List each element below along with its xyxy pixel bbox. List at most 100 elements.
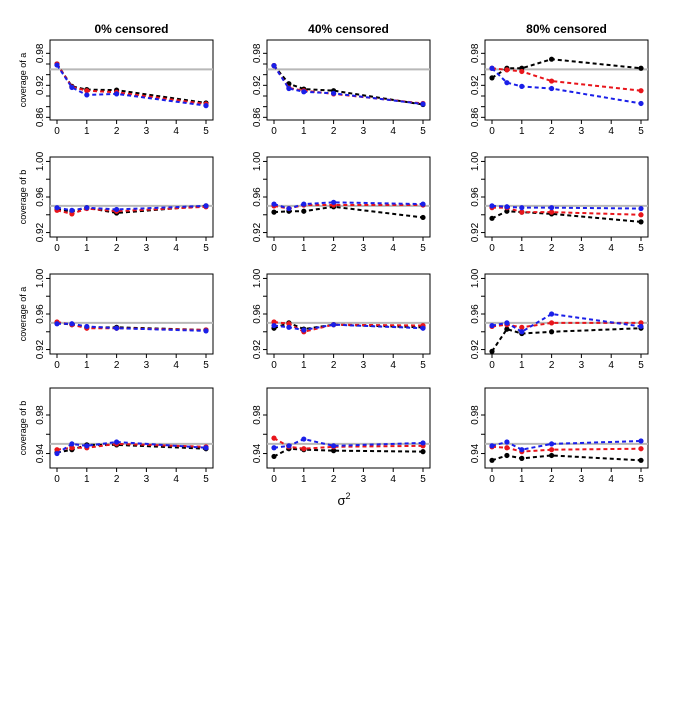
data-point-red [638,446,644,452]
data-point-blue [504,204,510,210]
x-tick-label: 1 [301,243,307,254]
x-tick-label: 0 [54,474,60,485]
x-tick-label: 4 [608,243,614,254]
series-line-blue [491,312,642,333]
data-point-black [638,219,644,225]
x-tick-label: 5 [638,243,644,254]
x-tick-label: 1 [84,360,90,371]
x-tick-label: 4 [390,126,396,137]
y-tick-label: 0.92 [470,75,481,95]
y-tick-label: 0.92 [252,222,263,242]
x-tick-label: 2 [549,126,555,137]
data-point-blue [286,443,292,449]
x-tick-label: 3 [579,126,585,137]
data-point-blue [286,205,292,212]
data-point-red [638,320,644,326]
data-point-blue [519,83,525,89]
data-point-red [286,321,292,327]
data-point-red [54,447,60,453]
data-point-blue [84,443,90,449]
panel-r3-c3: 0 1 2 3 4 5 0.92 0.96 1.00 [470,268,649,371]
data-point-blue [301,201,307,207]
data-point-blue [489,65,495,71]
panel-frame [266,273,431,355]
x-tick-label: 0 [489,474,495,485]
panel-frame [484,387,649,469]
series-line-red [273,437,424,450]
data-point-blue [271,201,277,207]
data-point-black [504,326,510,332]
series-line-red [56,205,207,215]
data-point-blue [286,324,292,330]
series-line-black [273,64,424,106]
x-tick-label: 2 [114,474,120,485]
panel-r3-c2: 0 1 2 3 4 5 0.92 0.96 1.00 [252,268,431,371]
x-tick-label: 4 [608,474,614,485]
series-line-black [491,58,642,79]
y-tick-label: 0.96 [35,187,46,207]
data-point-black [549,56,555,62]
y-tick-label: 0.86 [35,107,46,127]
y-tick-label: 0.94 [470,443,481,463]
x-tick-label: 1 [84,474,90,485]
panel-frame [484,156,649,238]
panels-group: 0% censored 40% censored 80% censored 0 1 2 3 4… [18,22,649,485]
x-tick-label: 2 [549,474,555,485]
data-point-blue [549,205,555,211]
series-line-black [273,205,424,219]
x-tick-label: 1 [301,474,307,485]
y-tick-label: 0.96 [252,187,263,207]
x-tick-label: 0 [489,360,495,371]
x-tick-label: 5 [203,360,209,371]
series-line-blue [273,65,424,105]
x-tick-label: 5 [420,474,426,485]
x-tick-label: 2 [549,243,555,254]
panel-r3-c1: 0 1 2 3 4 5 0.92 0.96 1.00 coverage of a [18,268,214,371]
y-tick-label: 0.96 [470,304,481,324]
panel-frame [266,156,431,238]
series-line-red [491,67,642,92]
x-tick-label: 1 [519,360,525,371]
x-tick-label: 3 [579,243,585,254]
panel-frame [484,273,649,355]
data-point-blue [489,322,495,329]
data-point-blue [69,441,75,447]
y-tick-label: 0.92 [470,222,481,242]
x-tick-label: 0 [54,360,60,371]
data-point-blue [519,205,525,211]
x-tick-label: 5 [420,243,426,254]
y-tick-label: 0.96 [470,187,481,207]
y-tick-label: 0.98 [35,43,46,63]
data-point-red [638,212,644,218]
x-tick-label: 2 [331,243,337,254]
data-point-red [638,88,644,94]
data-point-red [69,211,75,217]
y-axis-label: coverage of b [18,401,28,456]
x-tick-label: 5 [420,360,426,371]
y-axis-label: coverage of b [18,170,28,225]
panel-r4-c1: 0 1 2 3 4 5 0.94 0.98 coverage of b [18,387,214,485]
x-tick-label: 1 [301,360,307,371]
x-tick-label: 3 [144,360,150,371]
x-tick-label: 5 [203,474,209,485]
x-tick-label: 0 [489,126,495,137]
x-tick-label: 5 [638,126,644,137]
data-point-blue [638,323,644,330]
panel-r1-c2: 0 1 2 3 4 5 0.86 0.92 0.98 [252,39,431,137]
x-tick-label: 4 [173,474,179,485]
y-tick-label: 0.98 [470,43,481,63]
data-point-blue [114,439,120,445]
x-tick-label: 0 [271,243,277,254]
y-tick-label: 0.94 [35,443,46,463]
data-point-black [638,65,644,71]
data-point-blue [301,89,307,95]
data-point-blue [54,450,60,457]
data-point-red [519,209,525,215]
x-tick-label: 5 [420,126,426,137]
y-tick-label: 1.00 [35,268,46,288]
y-tick-label: 0.94 [252,443,263,463]
data-point-blue [69,207,75,213]
x-tick-label: 3 [579,474,585,485]
x-tick-label: 0 [271,360,277,371]
